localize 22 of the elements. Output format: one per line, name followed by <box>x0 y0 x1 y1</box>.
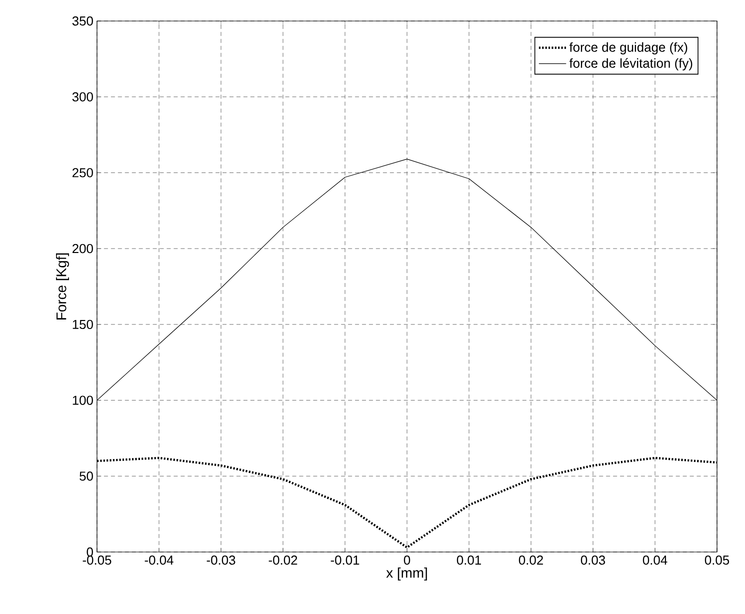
x-tick-label: -0.02 <box>268 556 298 565</box>
x-tick-label: 0.04 <box>642 556 668 565</box>
y-axis-title: Force [Kgf] <box>56 253 70 320</box>
x-tick-label: 0.03 <box>580 556 606 565</box>
y-tick-label: 50 <box>80 472 93 481</box>
legend-label: force de guidage (fx) <box>569 42 688 54</box>
x-tick-label: -0.05 <box>82 556 112 565</box>
x-tick-label: -0.04 <box>144 556 174 565</box>
x-tick-label: -0.03 <box>206 556 236 565</box>
y-tick-label: 350 <box>72 16 93 26</box>
y-tick-label: 100 <box>72 396 93 405</box>
x-tick-label: 0 <box>404 556 410 565</box>
y-tick-label: 250 <box>72 168 93 178</box>
legend-label: force de lévitation (fy) <box>569 58 692 70</box>
x-tick-label: 0.02 <box>518 556 543 565</box>
x-tick-label: 0.01 <box>456 556 481 565</box>
y-tick-label: 200 <box>72 244 93 254</box>
y-tick-label: 150 <box>72 320 93 330</box>
x-tick-label: -0.01 <box>330 556 360 565</box>
x-tick-label: 0.05 <box>704 556 730 565</box>
y-tick-label: 300 <box>72 92 93 102</box>
x-axis-title: x [mm] <box>386 568 427 581</box>
